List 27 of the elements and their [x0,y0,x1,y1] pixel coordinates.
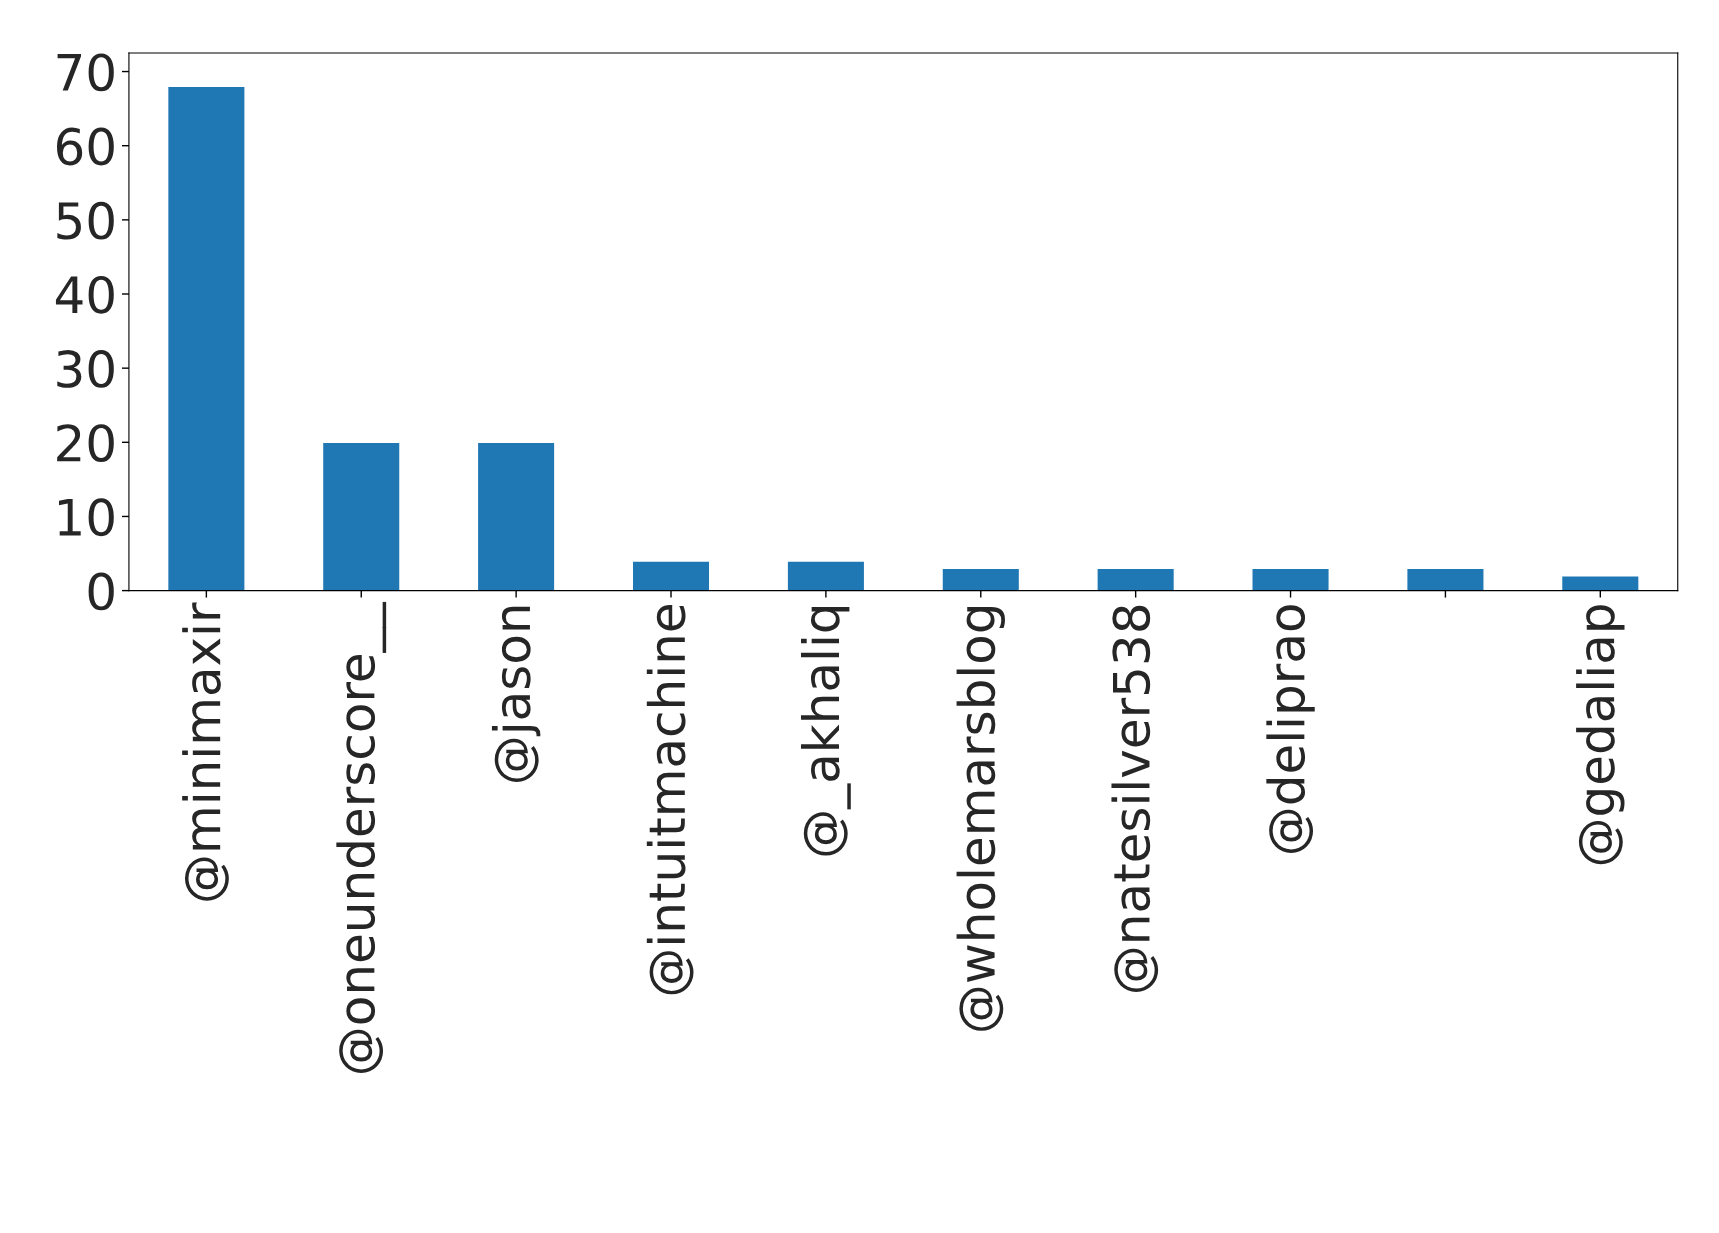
x-tick-label: @jason [491,606,541,782]
y-tick-label: 50 [57,201,114,240]
y-tick-label: 20 [57,424,114,463]
x-tick-label: @minimaxir [182,602,229,901]
x-tick-label: @intuitmachine [646,605,694,995]
x-tick-label: @_akhaliq [801,606,851,856]
y-tick-label: 30 [57,350,114,388]
y-tick-label: 70 [57,53,114,92]
bar [476,441,556,591]
bar [321,441,401,591]
bar [1096,567,1176,591]
bar [941,567,1021,591]
x-tick-label: @gedaliap [1576,605,1625,865]
bar [631,560,711,591]
x-tick-label: @wholemarsblog [956,606,1005,1031]
bar [1251,567,1330,591]
bar [786,560,866,591]
y-tick-label: 10 [58,498,114,537]
bar [1406,567,1485,591]
x-tick-label: @deliprao [1266,605,1315,853]
y-tick-label: 0 [88,572,114,611]
y-tick-label: 40 [55,275,114,314]
x-tick-label: @oneunderscore__ [336,601,387,1073]
y-tick-label: 60 [56,127,114,166]
bar [1560,575,1640,591]
x-tick-label: @natesilver538 [1111,605,1159,992]
bar [166,85,246,591]
